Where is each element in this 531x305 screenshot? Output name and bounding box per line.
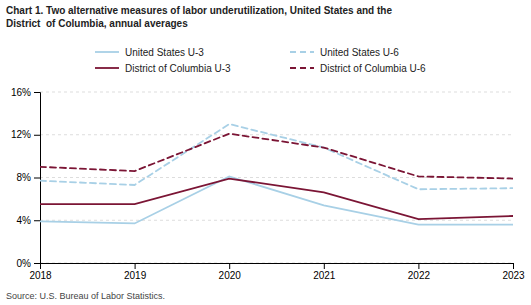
y-tick: 0% <box>17 258 40 269</box>
y-tick-label: 8% <box>17 172 32 183</box>
x-tick: 2019 <box>124 263 147 281</box>
series-line <box>40 179 513 220</box>
x-tick: 2018 <box>29 263 52 281</box>
x-tick-label: 2023 <box>502 270 525 281</box>
y-tick-label: 0% <box>17 258 32 269</box>
legend-swatch <box>290 51 314 53</box>
x-tick-label: 2021 <box>313 270 336 281</box>
y-tick: 8% <box>17 172 40 183</box>
legend-item: United States U-6 <box>290 47 399 58</box>
legend-label: United States U-6 <box>320 47 399 58</box>
legend-label: District of Columbia U-3 <box>125 63 231 74</box>
y-tick-label: 12% <box>11 129 31 140</box>
lines <box>40 124 513 224</box>
grid <box>40 92 513 263</box>
x-tick: 2023 <box>502 263 525 281</box>
title: Chart 1. Two alternative measures of lab… <box>6 5 392 29</box>
x-tick: 2021 <box>313 263 336 281</box>
legend-item: United States U-3 <box>95 47 204 58</box>
chart: Chart 1. Two alternative measures of lab… <box>0 0 531 305</box>
series-line <box>40 124 513 189</box>
series-line <box>40 134 513 179</box>
legend-label: District of Columbia U-6 <box>320 63 426 74</box>
legend-swatch <box>95 67 119 69</box>
legend-swatch <box>290 67 314 69</box>
x-tick-label: 2022 <box>408 270 431 281</box>
y-tick-mark <box>34 220 40 221</box>
y-tick-label: 16% <box>11 87 31 98</box>
x-tick-label: 2018 <box>29 270 52 281</box>
legend: United States U-3 United States U-6 Distri… <box>95 47 426 74</box>
grid-line <box>40 92 513 93</box>
x-tick-label: 2019 <box>124 270 147 281</box>
plot-area: 2018 2019 2020 2021 2022 2023 0% 4% 8% 12% 16% <box>11 87 525 281</box>
y-tick: 16% <box>11 87 40 98</box>
x-axis: 2018 2019 2020 2021 2022 2023 <box>29 263 525 281</box>
x-tick-mark <box>418 263 419 269</box>
grid-line <box>40 220 513 221</box>
y-tick: 4% <box>17 215 40 226</box>
legend-label: United States U-3 <box>125 47 204 58</box>
y-tick-mark <box>34 135 40 136</box>
y-tick-label: 4% <box>17 215 32 226</box>
legend-swatch <box>95 51 119 53</box>
x-axis-line <box>41 264 514 270</box>
x-tick-label: 2020 <box>219 270 242 281</box>
y-tick-mark <box>34 178 40 179</box>
y-tick-mark <box>34 263 40 264</box>
x-tick-mark <box>324 263 325 269</box>
x-tick-mark <box>513 263 514 269</box>
y-tick-mark <box>34 92 40 93</box>
legend-item: District of Columbia U-6 <box>290 63 426 74</box>
y-axis: 0% 4% 8% 12% 16% <box>11 87 41 269</box>
y-tick: 12% <box>11 129 40 140</box>
x-tick: 2020 <box>219 263 242 281</box>
annotation: Source: U.S. Bureau of Labor Statistics. <box>6 291 165 301</box>
y-axis-line <box>34 93 41 264</box>
x-tick-mark <box>135 263 136 269</box>
legend-item: District of Columbia U-3 <box>95 63 231 74</box>
x-tick-mark <box>229 263 230 269</box>
x-tick: 2022 <box>408 263 431 281</box>
